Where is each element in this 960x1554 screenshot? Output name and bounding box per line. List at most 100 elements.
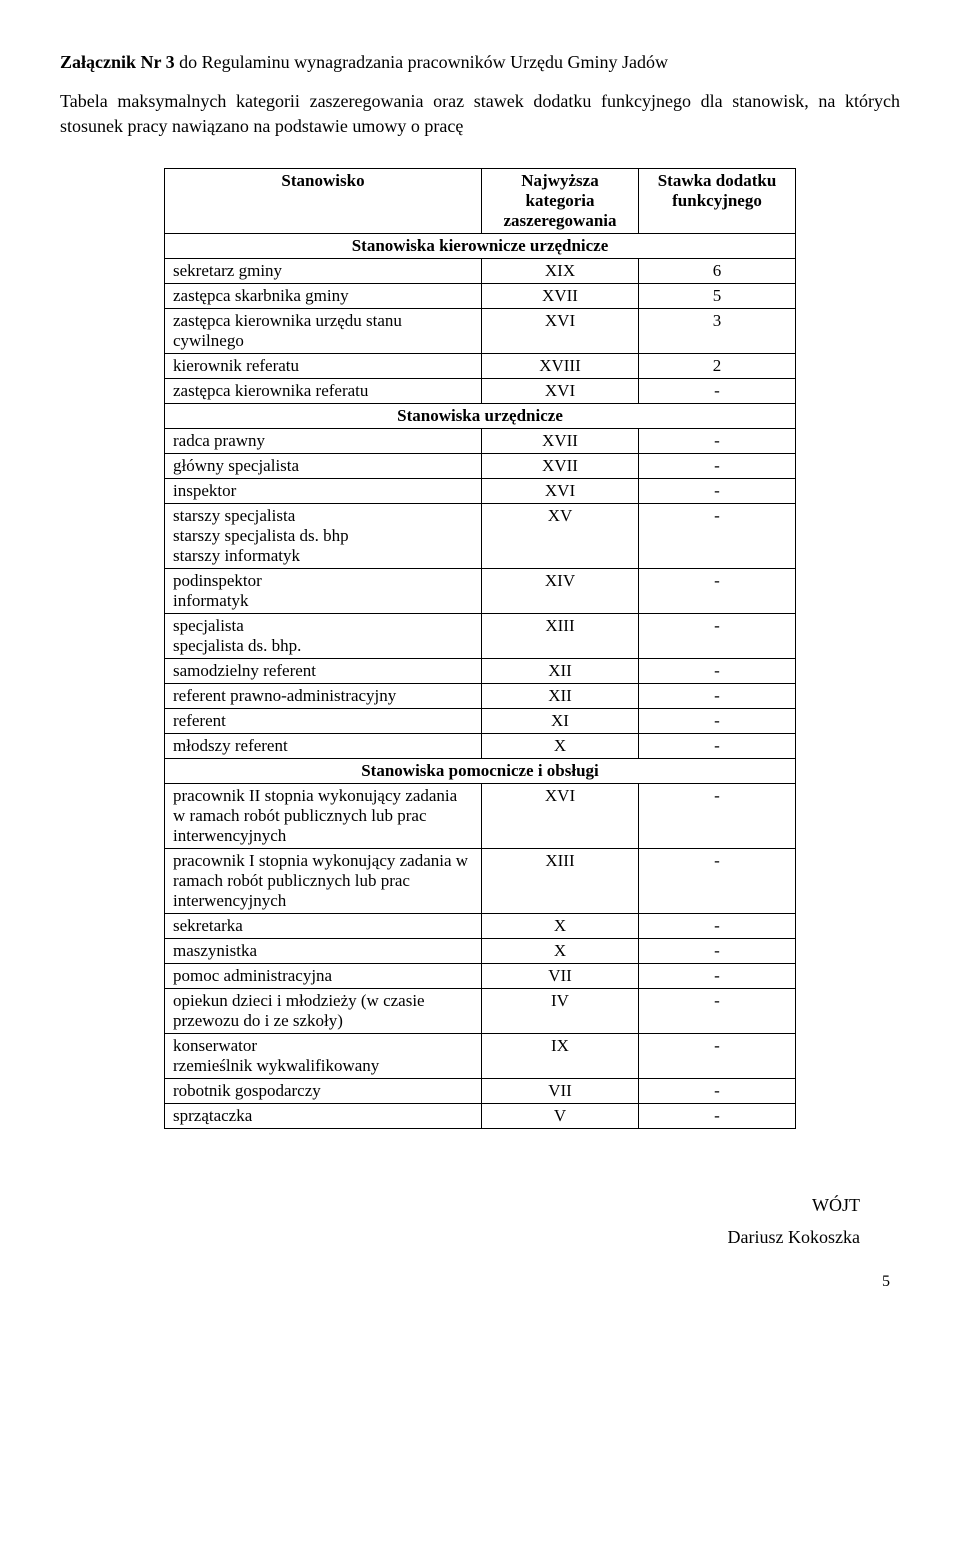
th-kategoria-l3: zaszeregowania bbox=[504, 211, 617, 230]
cell-name: zastępca kierownika referatu bbox=[165, 378, 482, 403]
table-row: sekretarz gminyXIX6 bbox=[165, 258, 796, 283]
cell-category: XII bbox=[482, 658, 639, 683]
signature-role: WÓJT bbox=[60, 1189, 860, 1221]
table-row: pomoc administracyjnaVII- bbox=[165, 963, 796, 988]
table-row: zastępca kierownika urzędu stanu cywilne… bbox=[165, 308, 796, 353]
table-row: specjalistaspecjalista ds. bhp.XIII- bbox=[165, 613, 796, 658]
cell-category: XVI bbox=[482, 378, 639, 403]
cell-category: XII bbox=[482, 683, 639, 708]
cell-funkcyjnego: - bbox=[639, 938, 796, 963]
cell-funkcyjnego: - bbox=[639, 658, 796, 683]
section-title: Stanowiska pomocnicze i obsługi bbox=[165, 758, 796, 783]
cell-category: IX bbox=[482, 1033, 639, 1078]
cell-funkcyjnego: - bbox=[639, 783, 796, 848]
table-row: młodszy referentX- bbox=[165, 733, 796, 758]
table-row: kierownik referatuXVIII2 bbox=[165, 353, 796, 378]
cell-name: robotnik gospodarczy bbox=[165, 1078, 482, 1103]
signature-name: Dariusz Kokoszka bbox=[60, 1221, 860, 1253]
cell-name: kierownik referatu bbox=[165, 353, 482, 378]
cell-name: specjalistaspecjalista ds. bhp. bbox=[165, 613, 482, 658]
cell-funkcyjnego: - bbox=[639, 478, 796, 503]
table-row: sekretarkaX- bbox=[165, 913, 796, 938]
cell-name: sekretarka bbox=[165, 913, 482, 938]
cell-category: X bbox=[482, 938, 639, 963]
th-stanowisko: Stanowisko bbox=[165, 168, 482, 233]
cell-funkcyjnego: - bbox=[639, 1078, 796, 1103]
cell-category: V bbox=[482, 1103, 639, 1128]
table-row: główny specjalistaXVII- bbox=[165, 453, 796, 478]
section-title: Stanowiska kierownicze urzędnicze bbox=[165, 233, 796, 258]
table-row: sprzątaczkaV- bbox=[165, 1103, 796, 1128]
cell-funkcyjnego: - bbox=[639, 378, 796, 403]
cell-category: VII bbox=[482, 1078, 639, 1103]
cell-name: pomoc administracyjna bbox=[165, 963, 482, 988]
cell-name: zastępca kierownika urzędu stanu cywilne… bbox=[165, 308, 482, 353]
cell-name: sekretarz gminy bbox=[165, 258, 482, 283]
cell-funkcyjnego: - bbox=[639, 503, 796, 568]
cell-category: XVIII bbox=[482, 353, 639, 378]
cell-funkcyjnego: - bbox=[639, 963, 796, 988]
cell-funkcyjnego: 2 bbox=[639, 353, 796, 378]
th-dodatek-l1: Stawka dodatku bbox=[658, 171, 777, 190]
table-row: referentXI- bbox=[165, 708, 796, 733]
table-row: konserwatorrzemieślnik wykwalifikowanyIX… bbox=[165, 1033, 796, 1078]
cell-funkcyjnego: - bbox=[639, 613, 796, 658]
table-row: opiekun dzieci i młodzieży (w czasie prz… bbox=[165, 988, 796, 1033]
table-row: starszy specjalistastarszy specjalista d… bbox=[165, 503, 796, 568]
table-row: zastępca kierownika referatuXVI- bbox=[165, 378, 796, 403]
table-row: pracownik I stopnia wykonujący zadania w… bbox=[165, 848, 796, 913]
th-dodatek-l2: funkcyjnego bbox=[672, 191, 762, 210]
cell-funkcyjnego: - bbox=[639, 733, 796, 758]
cell-category: XVI bbox=[482, 308, 639, 353]
cell-name: główny specjalista bbox=[165, 453, 482, 478]
cell-category: XVI bbox=[482, 478, 639, 503]
title-rest: do Regulaminu wynagradzania pracowników … bbox=[175, 52, 668, 72]
cell-name: zastępca skarbnika gminy bbox=[165, 283, 482, 308]
table-row: robotnik gospodarczyVII- bbox=[165, 1078, 796, 1103]
cell-category: XVII bbox=[482, 428, 639, 453]
salary-table: Stanowisko Najwyższa kategoria zaszerego… bbox=[164, 168, 796, 1129]
cell-funkcyjnego: 5 bbox=[639, 283, 796, 308]
cell-funkcyjnego: - bbox=[639, 1103, 796, 1128]
table-row: zastępca skarbnika gminyXVII5 bbox=[165, 283, 796, 308]
cell-funkcyjnego: - bbox=[639, 988, 796, 1033]
table-header-row: Stanowisko Najwyższa kategoria zaszerego… bbox=[165, 168, 796, 233]
cell-name: konserwatorrzemieślnik wykwalifikowany bbox=[165, 1033, 482, 1078]
page-number: 5 bbox=[60, 1273, 890, 1291]
cell-funkcyjnego: - bbox=[639, 428, 796, 453]
cell-name: starszy specjalistastarszy specjalista d… bbox=[165, 503, 482, 568]
section-title: Stanowiska urzędnicze bbox=[165, 403, 796, 428]
cell-category: XVII bbox=[482, 453, 639, 478]
table-row: referent prawno-administracyjnyXII- bbox=[165, 683, 796, 708]
cell-category: X bbox=[482, 733, 639, 758]
cell-name: samodzielny referent bbox=[165, 658, 482, 683]
table-row: maszynistkaX- bbox=[165, 938, 796, 963]
table-row: inspektorXVI- bbox=[165, 478, 796, 503]
signature-block: WÓJT Dariusz Kokoszka bbox=[60, 1189, 860, 1254]
cell-category: XV bbox=[482, 503, 639, 568]
cell-funkcyjnego: - bbox=[639, 708, 796, 733]
cell-category: XIII bbox=[482, 613, 639, 658]
th-kategoria: Najwyższa kategoria zaszeregowania bbox=[482, 168, 639, 233]
cell-name: pracownik I stopnia wykonujący zadania w… bbox=[165, 848, 482, 913]
cell-name: referent bbox=[165, 708, 482, 733]
cell-name: sprzątaczka bbox=[165, 1103, 482, 1128]
cell-name: maszynistka bbox=[165, 938, 482, 963]
title-bold: Załącznik Nr 3 bbox=[60, 52, 175, 72]
cell-category: XIV bbox=[482, 568, 639, 613]
cell-name: młodszy referent bbox=[165, 733, 482, 758]
cell-category: XIII bbox=[482, 848, 639, 913]
th-dodatek: Stawka dodatku funkcyjnego bbox=[639, 168, 796, 233]
cell-name: opiekun dzieci i młodzieży (w czasie prz… bbox=[165, 988, 482, 1033]
cell-funkcyjnego: - bbox=[639, 1033, 796, 1078]
th-kategoria-l1: Najwyższa bbox=[521, 171, 598, 190]
table-row: radca prawnyXVII- bbox=[165, 428, 796, 453]
cell-funkcyjnego: - bbox=[639, 848, 796, 913]
cell-category: X bbox=[482, 913, 639, 938]
table-row: samodzielny referentXII- bbox=[165, 658, 796, 683]
cell-category: IV bbox=[482, 988, 639, 1033]
cell-funkcyjnego: 3 bbox=[639, 308, 796, 353]
cell-category: XVI bbox=[482, 783, 639, 848]
cell-name: podinspektorinformatyk bbox=[165, 568, 482, 613]
table-row: podinspektorinformatykXIV- bbox=[165, 568, 796, 613]
